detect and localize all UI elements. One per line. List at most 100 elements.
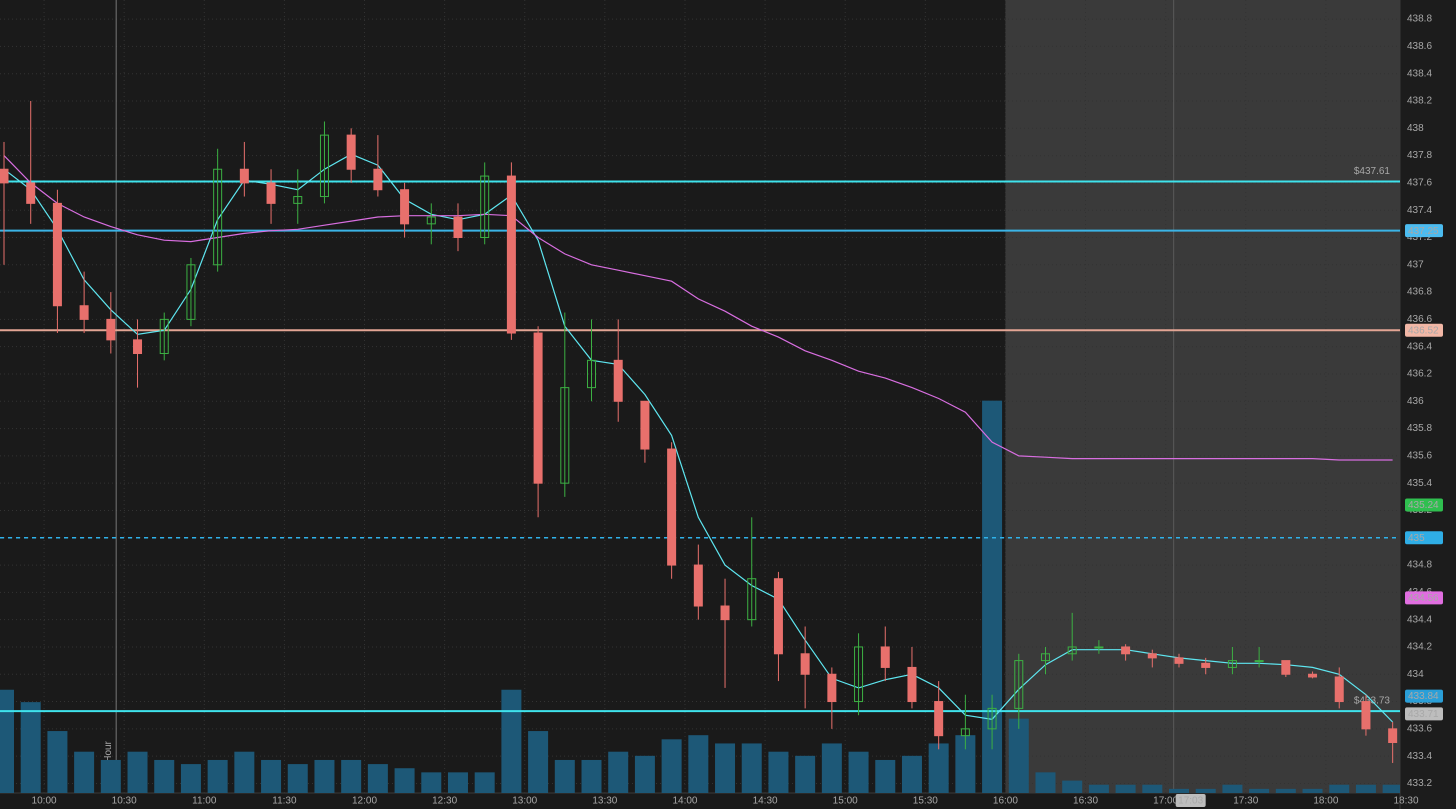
price-axis bbox=[1400, 0, 1456, 809]
candle-body bbox=[934, 701, 944, 737]
x-tick-label: 18:00 bbox=[1313, 796, 1338, 807]
price-tag-label: 435.24 bbox=[1408, 500, 1439, 511]
volume-bar bbox=[154, 759, 175, 793]
x-tick-label: 13:30 bbox=[592, 796, 617, 807]
candle-body bbox=[480, 175, 490, 238]
volume-bar bbox=[314, 759, 335, 793]
volume-bar bbox=[47, 731, 68, 793]
candle-body bbox=[827, 673, 837, 703]
candle-body bbox=[747, 578, 757, 621]
volume-bar bbox=[20, 702, 41, 793]
candle-body bbox=[640, 400, 650, 450]
candle-body bbox=[693, 564, 703, 607]
x-tick-label: 17:30 bbox=[1233, 796, 1258, 807]
candle-body bbox=[533, 332, 543, 484]
candle-body bbox=[1147, 653, 1157, 659]
price-tag bbox=[1405, 498, 1443, 512]
y-tick-label: 438.4 bbox=[1407, 68, 1432, 79]
volume-bar bbox=[1062, 780, 1083, 793]
x-tick-label: 11:00 bbox=[192, 796, 217, 807]
candle-body bbox=[1308, 673, 1318, 678]
candle-body bbox=[1388, 728, 1398, 743]
price-tag bbox=[1405, 591, 1443, 605]
candle-body bbox=[266, 182, 276, 204]
price-tag bbox=[1405, 531, 1443, 545]
price-tag-label: 436.52 bbox=[1408, 325, 1439, 336]
candle-body bbox=[186, 264, 196, 320]
y-tick-label: 436.8 bbox=[1407, 287, 1432, 298]
volume-bar bbox=[768, 751, 789, 793]
candle-body bbox=[907, 666, 917, 703]
y-tick-label: 433.6 bbox=[1407, 723, 1432, 734]
volume-bar bbox=[1088, 784, 1109, 793]
volume-bar bbox=[688, 735, 709, 793]
volume-bar bbox=[1275, 788, 1296, 793]
volume-bar bbox=[1195, 788, 1216, 793]
volume-bar bbox=[74, 751, 95, 793]
candle-body bbox=[800, 653, 810, 675]
y-tick-label: 434 bbox=[1407, 669, 1424, 680]
volume-bar bbox=[982, 400, 1003, 793]
candle-body bbox=[319, 134, 329, 198]
volume-bar bbox=[1222, 784, 1243, 793]
volume-bar bbox=[474, 772, 495, 793]
candle-body bbox=[960, 728, 970, 737]
candle-body bbox=[1334, 676, 1344, 703]
cursor-label: 17:03 bbox=[1178, 796, 1203, 807]
y-tick-label: 438 bbox=[1407, 123, 1424, 134]
y-tick-label: 434.4 bbox=[1407, 614, 1432, 625]
y-tick-label: 436 bbox=[1407, 396, 1424, 407]
candle-body bbox=[133, 339, 143, 355]
x-tick-label: 16:30 bbox=[1073, 796, 1098, 807]
volume-bar bbox=[528, 731, 549, 793]
y-tick-label: 438.6 bbox=[1407, 41, 1432, 52]
volume-bar bbox=[1115, 784, 1136, 793]
candle-body bbox=[0, 168, 9, 184]
volume-bar bbox=[1169, 788, 1190, 793]
y-tick-label: 436.6 bbox=[1407, 314, 1432, 325]
candle-body bbox=[159, 318, 169, 355]
volume-bar bbox=[1249, 788, 1270, 793]
volume-bar bbox=[608, 751, 629, 793]
cursor-tag bbox=[1175, 794, 1206, 807]
volume-bar bbox=[1302, 788, 1323, 793]
y-tick-label: 438.8 bbox=[1407, 14, 1432, 25]
volume-bar bbox=[901, 755, 922, 793]
x-tick-label: 14:30 bbox=[753, 796, 778, 807]
volume-bar bbox=[421, 772, 442, 793]
volume-bar bbox=[447, 772, 468, 793]
volume-bar bbox=[0, 689, 15, 793]
candle-body bbox=[293, 196, 303, 204]
price-tag-label: 437.25 bbox=[1408, 226, 1439, 237]
candle-body bbox=[854, 646, 864, 703]
y-tick-label: 435.6 bbox=[1407, 451, 1432, 462]
volume-bar bbox=[261, 759, 282, 793]
candle-body bbox=[613, 359, 623, 402]
candle-body bbox=[1254, 660, 1264, 663]
price-tag-label: 433.71 bbox=[1408, 709, 1439, 720]
candle-body bbox=[560, 387, 570, 484]
candle-body bbox=[1121, 646, 1131, 655]
x-tick-label: 15:00 bbox=[833, 796, 858, 807]
candle-body bbox=[426, 216, 436, 225]
y-tick-label: 434.8 bbox=[1407, 560, 1432, 571]
candle-body bbox=[720, 605, 730, 621]
volume-bar bbox=[581, 759, 602, 793]
candle-body bbox=[1174, 657, 1184, 664]
volume-bar bbox=[1355, 784, 1376, 793]
price-tag-label: 434.56 bbox=[1408, 593, 1439, 604]
price-tag-label: 433.84 bbox=[1408, 691, 1439, 702]
y-tick-label: 436.2 bbox=[1407, 369, 1432, 380]
volume-bar bbox=[661, 739, 682, 793]
candle-body bbox=[1094, 646, 1104, 649]
y-tick-label: 433.2 bbox=[1407, 778, 1432, 789]
volume-bar bbox=[715, 743, 736, 793]
y-tick-label: 437.8 bbox=[1407, 150, 1432, 161]
candle-body bbox=[453, 216, 463, 238]
x-tick-label: 15:30 bbox=[913, 796, 938, 807]
volume-bar bbox=[100, 759, 121, 793]
candle-body bbox=[1014, 660, 1024, 709]
level-label: $437.61 bbox=[1354, 166, 1391, 177]
